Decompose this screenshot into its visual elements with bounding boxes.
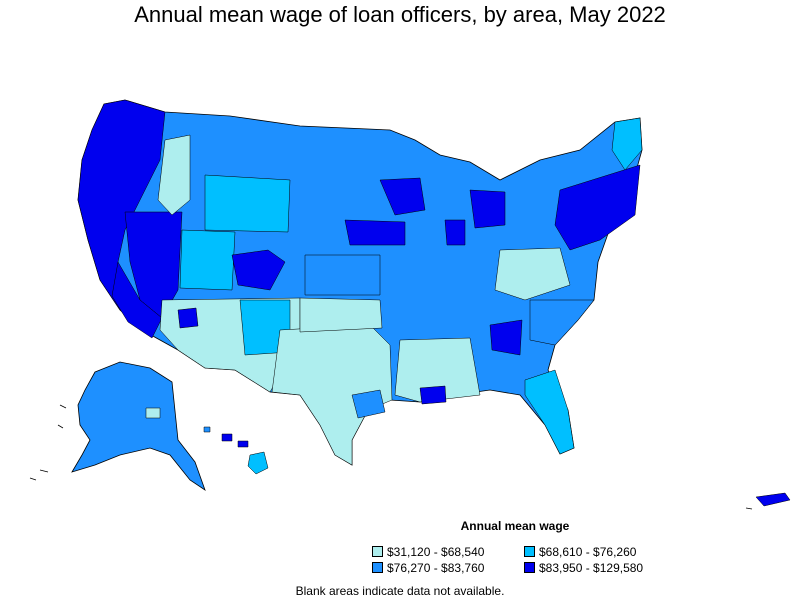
region-appalachia [494,247,571,301]
hawaii-maui [237,440,249,448]
legend-swatch-high [524,562,535,573]
legend-title: Annual mean wage [460,519,570,533]
alaska-islands [29,404,67,481]
region-houston [351,389,386,419]
legend-item-low: $31,120 - $68,540 [372,545,484,559]
region-carolinas [529,299,595,346]
legend-item-midlow: $68,610 - $76,260 [524,545,636,559]
region-florida [524,369,575,455]
legend-item-high: $83,950 - $129,580 [524,561,643,575]
legend-label-low: $31,120 - $68,540 [387,545,485,559]
region-southern-california [111,261,163,339]
hawaii-big-island [247,451,269,475]
hawaii-oahu [221,433,233,442]
hawaii-kauai [203,426,211,433]
legend-item-midhigh: $76,270 - $83,760 [372,561,484,575]
region-deep-south [394,337,481,403]
region-oklahoma-light [299,297,383,333]
region-michigan [469,189,506,229]
region-phoenix [177,307,199,329]
region-wyoming [204,174,291,233]
legend-label-midlow: $68,610 - $76,260 [539,545,637,559]
legend-swatch-low [372,546,383,557]
region-kansas [304,254,381,296]
legend-swatch-midlow [524,546,535,557]
legend-label-high: $83,950 - $129,580 [539,561,644,575]
region-new-orleans [419,385,447,405]
region-tennessee-high [489,319,523,356]
region-texas [271,324,393,466]
region-maine [611,117,643,171]
region-minnesota [379,177,426,216]
region-northeast [554,164,641,251]
alaska-fairbanks [145,407,161,419]
puerto-rico-outline [745,507,753,510]
region-utah [179,229,236,291]
region-iowa-nebraska [344,219,406,246]
alaska [71,361,206,492]
region-chicago [444,219,466,246]
legend-label-midhigh: $76,270 - $83,760 [387,561,485,575]
data-availability-note: Blank areas indicate data not available. [295,584,505,598]
region-northern-rockies [157,134,191,216]
map-title: Annual mean wage of loan officers, by ar… [134,2,666,27]
legend-swatch-midhigh [372,562,383,573]
puerto-rico [755,492,791,507]
region-colorado-front-range [231,249,286,291]
